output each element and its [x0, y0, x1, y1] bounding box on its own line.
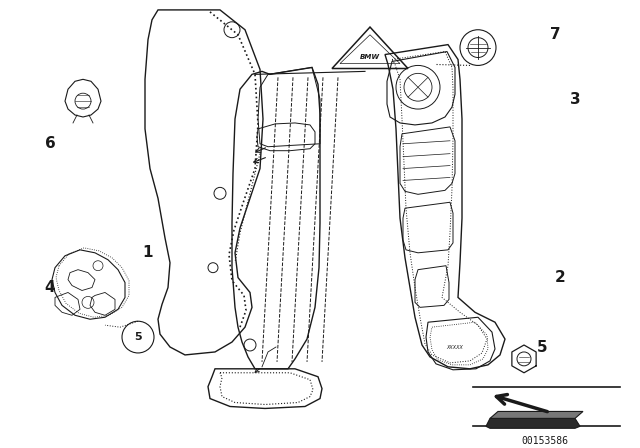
Text: 1: 1	[143, 246, 153, 260]
Text: BMW: BMW	[360, 53, 380, 60]
Text: 7: 7	[550, 27, 560, 42]
Text: 5: 5	[537, 340, 547, 354]
Text: 4: 4	[45, 280, 55, 295]
Text: 5: 5	[134, 332, 142, 342]
Text: 00153586: 00153586	[522, 436, 568, 446]
Polygon shape	[486, 418, 580, 428]
Text: 2: 2	[555, 270, 565, 285]
Text: 6: 6	[45, 136, 56, 151]
Polygon shape	[490, 411, 583, 418]
Text: 3: 3	[570, 92, 580, 107]
Text: XXXXX: XXXXX	[447, 345, 463, 349]
